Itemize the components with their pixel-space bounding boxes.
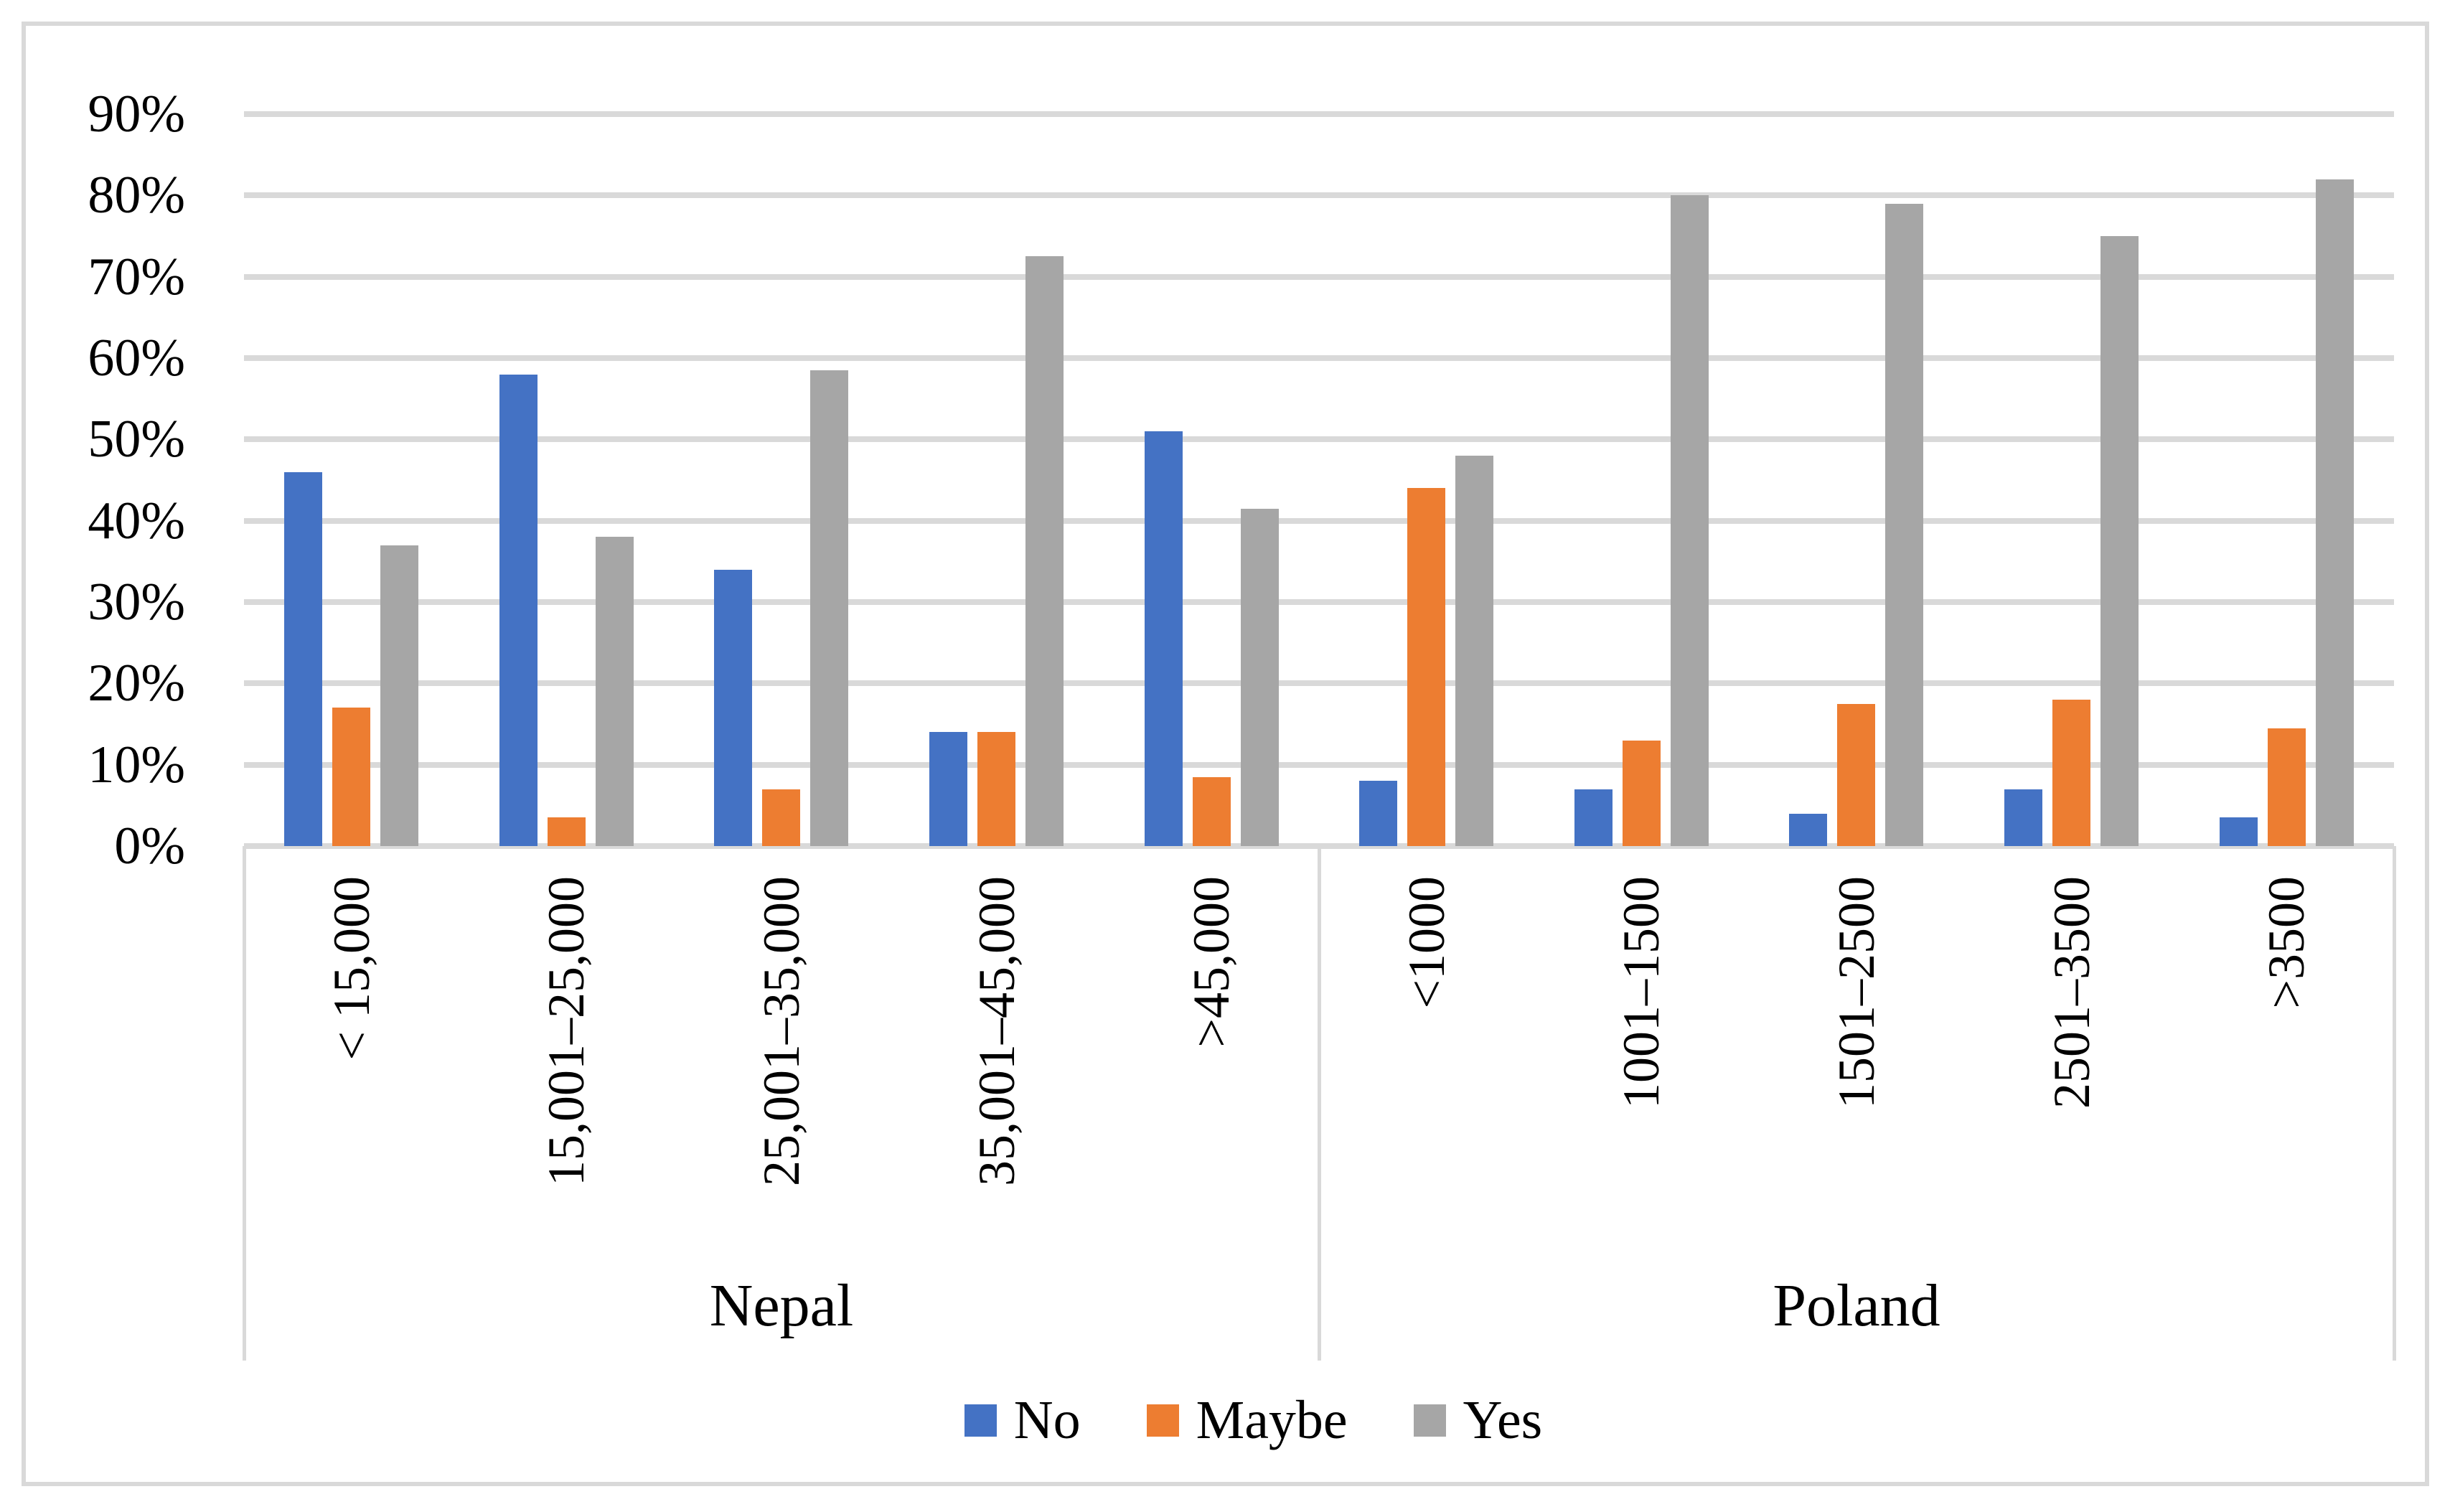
bar-maybe [1407,488,1446,846]
gridline [244,680,2394,687]
bar-group [1104,114,1319,846]
category-box-border [2393,846,2396,1361]
category-label: 1001–1500 [1613,876,1671,1109]
category-box-border [1318,846,1321,1361]
country-label-nepal: Nepal [709,1272,854,1339]
y-axis-tick-label: 30% [88,573,185,631]
bar-no [499,374,538,846]
bar-no [1789,813,1828,846]
category-label: <1000 [1397,876,1455,1009]
category-label: 25,001–35,000 [752,876,810,1186]
bar-group [2179,114,2394,846]
category-box-border [243,846,246,1361]
gridline [244,517,2394,524]
bar-group [244,114,459,846]
category-label: 15,001–25,000 [538,876,596,1186]
bar-group [674,114,889,846]
y-axis-tick-label: 0% [114,817,185,875]
legend-item-yes: Yes [1413,1390,1543,1450]
bar-group [459,114,675,846]
gridline [244,111,2394,117]
bar-yes [1455,456,1494,846]
y-axis-tick-label: 80% [88,166,185,225]
legend: No Maybe Yes [26,1381,2455,1460]
gridline [244,599,2394,605]
category-label: < 15,000 [322,876,380,1061]
gridline [244,273,2394,280]
chart-frame: 0% 10% 20% 30% 40% 50% 60% 70% 80% 90% < 15,000 15… [22,22,2429,1486]
category-label: >45,000 [1183,876,1241,1048]
legend-item-maybe: Maybe [1146,1390,1348,1450]
bar-no [714,569,753,846]
bar-yes [595,537,634,846]
bar-no [1574,789,1613,846]
bar-maybe [977,732,1016,846]
gridline [244,761,2394,768]
bar-maybe [332,708,371,846]
gridline [244,436,2394,443]
bar-no [1144,431,1183,846]
y-axis-tick-label: 60% [88,329,185,388]
y-axis-tick-label: 40% [88,491,185,550]
category-label: 2501–3500 [2042,876,2100,1109]
country-label-row: Nepal Poland [244,1266,2394,1345]
legend-swatch-yes [1413,1404,1446,1437]
bar-group [889,114,1104,846]
y-axis-tick-label: 90% [88,85,185,144]
category-label: 1501–2500 [1827,876,1885,1109]
bar-no [929,732,968,846]
category-label: >3500 [2258,876,2316,1009]
bar-yes [2100,236,2139,846]
legend-label-no: No [1013,1390,1081,1450]
bar-maybe [1192,776,1231,846]
y-axis-tick-label: 50% [88,410,185,469]
gridline [244,355,2394,361]
legend-label-yes: Yes [1463,1390,1543,1450]
bar-yes [2315,179,2354,846]
y-axis-tick-label: 20% [88,654,185,713]
bar-no [1359,781,1398,846]
gridline [244,192,2394,199]
bar-maybe [547,817,586,846]
bar-group [1319,114,1534,846]
bar-maybe [2052,700,2091,846]
bar-no [2004,789,2043,846]
bar-maybe [1622,740,1661,846]
bar-yes [1885,203,1924,846]
bar-group [1534,114,1750,846]
legend-swatch-no [964,1404,997,1437]
bar-no [284,471,323,846]
bar-maybe [2267,728,2306,846]
category-label: 35,001–45,000 [967,876,1025,1186]
bar-yes [380,545,419,846]
bar-yes [1025,256,1064,846]
bar-no [2219,817,2258,846]
legend-swatch-maybe [1146,1404,1179,1437]
bar-maybe [762,789,801,846]
bar-maybe [1837,703,1876,846]
y-axis-tick-label: 70% [88,247,185,306]
bar-group [1964,114,2179,846]
bar-yes [1240,508,1279,846]
bar-yes [1670,195,1709,846]
bar-yes [810,370,849,846]
plot-area [244,111,2394,849]
country-label-poland: Poland [1773,1272,1940,1339]
bar-group [1749,114,1964,846]
legend-label-maybe: Maybe [1196,1390,1348,1450]
y-axis-tick-label: 10% [88,735,185,794]
legend-item-no: No [964,1391,1081,1449]
